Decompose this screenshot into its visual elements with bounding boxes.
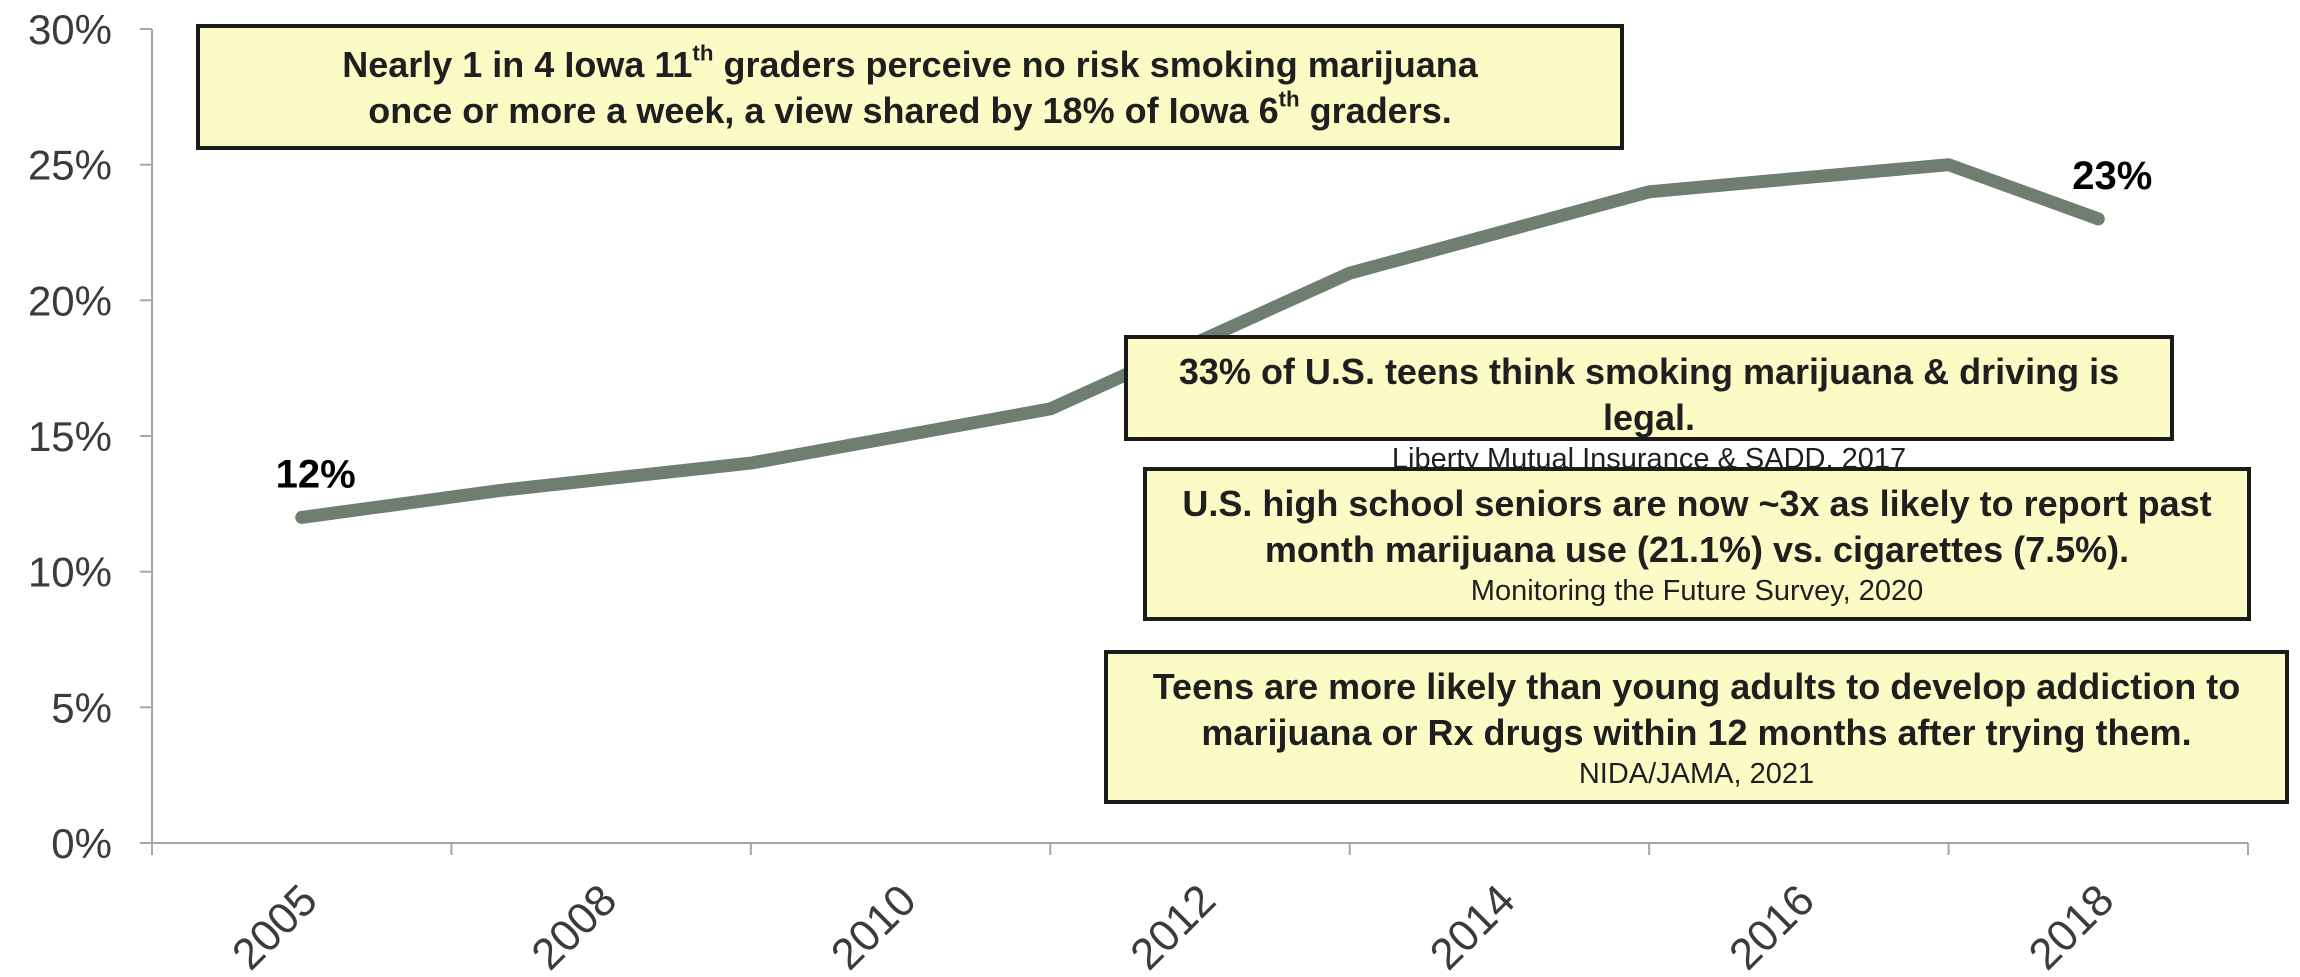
data-label: 23%	[2072, 154, 2152, 198]
data-label: 12%	[276, 452, 356, 496]
y-tick-label: 15%	[28, 413, 112, 460]
seniors-callout-source: Monitoring the Future Survey, 2020	[1470, 575, 1924, 607]
y-tick-label: 10%	[28, 549, 112, 596]
y-tick-label: 20%	[28, 277, 112, 324]
x-axis-tick-labels: 2005 2008 2010 2012 2014 2016 2018	[223, 875, 2123, 977]
seniors-callout-line-2: month marijuana use (21.1%) vs. cigarett…	[1264, 529, 2130, 570]
y-axis-tick-labels: 0% 5% 10% 15% 20% 25% 30%	[28, 6, 112, 867]
title-line-1: Nearly 1 in 4 Iowa 11th graders perceive…	[342, 40, 1478, 85]
x-tick-label: 2008	[522, 875, 626, 977]
title-line-2: once or more a week, a view shared by 18…	[368, 86, 1452, 131]
teens-callout-line-1: Teens are more likely than young adults …	[1152, 666, 2241, 707]
teens-callout-line-2: marijuana or Rx drugs within 12 months a…	[1201, 712, 2192, 753]
title-callout: Nearly 1 in 4 Iowa 11th graders perceive…	[196, 24, 1624, 150]
series-group	[295, 158, 2105, 524]
data-labels: 12% 23%	[276, 154, 2153, 496]
x-tick-label: 2016	[1720, 875, 1824, 977]
teens-callout-source: NIDA/JAMA, 2021	[1578, 758, 1815, 790]
seniors-callout: U.S. high school seniors are now ~3x as …	[1143, 467, 2251, 621]
y-tick-label: 25%	[28, 142, 112, 189]
driving-callout-text: 33% of U.S. teens think smoking marijuan…	[1178, 351, 2120, 438]
x-tick-label: 2014	[1421, 875, 1525, 977]
y-tick-label: 0%	[51, 820, 112, 867]
series-line	[295, 158, 2105, 524]
y-tick-label: 30%	[28, 6, 112, 53]
x-tick-label: 2018	[2019, 875, 2123, 977]
teens-callout: Teens are more likely than young adults …	[1104, 650, 2289, 804]
x-tick-label: 2005	[223, 875, 327, 977]
x-tick-label: 2012	[1121, 875, 1225, 977]
seniors-callout-line-1: U.S. high school seniors are now ~3x as …	[1182, 483, 2212, 524]
y-tick-label: 5%	[51, 684, 112, 731]
x-tick-label: 2010	[822, 875, 926, 977]
driving-callout: 33% of U.S. teens think smoking marijuan…	[1124, 335, 2174, 475]
chart-axes	[140, 28, 2249, 855]
